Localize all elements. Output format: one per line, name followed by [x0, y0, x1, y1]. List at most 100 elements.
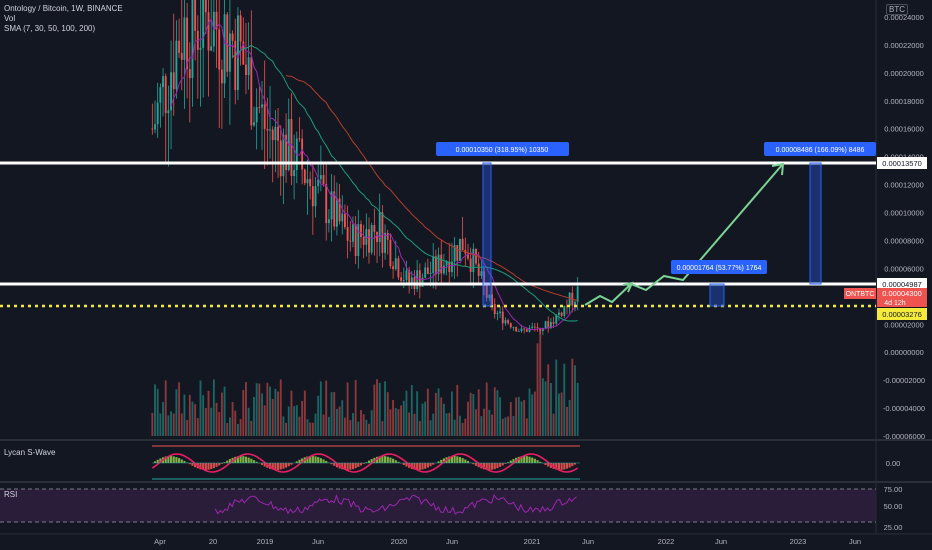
volume-bar: [277, 391, 279, 436]
volume-bar: [234, 410, 237, 436]
volume-bar: [413, 413, 416, 436]
volume-bar: [515, 397, 518, 436]
volume-bar: [381, 421, 384, 436]
candle-body: [349, 240, 352, 242]
volume-bar: [451, 391, 453, 436]
volume-bar: [263, 405, 266, 436]
candle-body: [239, 15, 242, 42]
annotation-label-2-bg[interactable]: [671, 260, 767, 274]
projection-path[interactable]: [584, 164, 783, 306]
annotation-label-1-bg[interactable]: [436, 142, 569, 156]
volume-bar: [370, 410, 373, 436]
wave-bar: [539, 461, 542, 463]
candle-body: [167, 110, 170, 114]
volume-bar: [226, 423, 229, 436]
time-axis[interactable]: Apr 20 2019 Jun 2020 Jun 2021 Jun 2022 Jun 2023 Jun: [154, 537, 861, 546]
candle-body: [389, 239, 392, 267]
candle-body: [539, 328, 542, 331]
price-tick-label: 0.00006000: [884, 264, 924, 273]
legend-symbol[interactable]: Ontology / Bitcoin, 1W, BINANCE: [4, 4, 123, 13]
volume-bar: [220, 392, 223, 436]
time-tick-label: 2019: [257, 537, 274, 546]
volume-bar: [293, 406, 296, 436]
price-axis[interactable]: 0.00024000 0.00022000 0.00020000 0.00018000…: [883, 13, 925, 441]
candle-body: [434, 256, 437, 275]
legend-sma[interactable]: SMA (7, 30, 50, 100, 200): [4, 24, 96, 33]
wave-bar: [202, 463, 205, 470]
rsi-pane-label[interactable]: RSI: [4, 490, 18, 499]
volume-bar: [204, 407, 207, 436]
currency-badge[interactable]: BTC: [886, 4, 908, 15]
candle-body: [271, 129, 274, 141]
wave-bar: [362, 463, 365, 464]
candle-body: [426, 267, 429, 274]
volume-bar: [314, 413, 317, 436]
time-tick-label: Apr: [154, 537, 166, 546]
measure-box-1[interactable]: [482, 162, 492, 307]
candle-body: [360, 224, 362, 237]
wave-bar: [525, 456, 528, 463]
volume-bar: [424, 401, 427, 436]
candle-body: [499, 311, 502, 314]
wave-bar: [418, 463, 421, 470]
tag-support[interactable]: [877, 308, 927, 320]
volume-bar: [566, 406, 568, 436]
wave-bar: [474, 463, 478, 466]
wave-bar: [504, 463, 507, 464]
volume-bar: [357, 421, 360, 436]
volume-bar: [389, 409, 392, 436]
annotation-label-3: 0.00008486 (166.09%) 8486: [776, 147, 865, 154]
tag-last-price[interactable]: [877, 288, 927, 307]
candle-body: [245, 64, 247, 76]
tag-resistance-high[interactable]: [877, 157, 927, 169]
candle-body: [346, 227, 349, 241]
wave-bar: [346, 463, 349, 470]
tag-resistance-high-text: 0.00013570: [882, 159, 922, 168]
tag-symbol[interactable]: [844, 288, 876, 299]
wave-bar: [370, 459, 373, 463]
volume-bar: [306, 419, 309, 436]
volume-bar: [448, 412, 451, 436]
volume-bar: [488, 409, 491, 436]
candle-body: [242, 41, 245, 65]
candle-body: [194, 0, 197, 31]
wave-bar: [255, 461, 258, 463]
wave-bar: [341, 463, 344, 470]
volume-bar: [338, 406, 341, 436]
candle-body: [228, 33, 231, 72]
wave-bar: [490, 463, 494, 470]
candle-body: [298, 138, 301, 140]
candle-body: [162, 76, 164, 88]
chart-legend[interactable]: Ontology / Bitcoin, 1W, BINANCE Vol SMA …: [4, 4, 123, 34]
candle-body: [186, 17, 189, 70]
candle-body: [376, 231, 378, 243]
volume-bar: [266, 382, 269, 436]
wave-bar: [523, 456, 526, 463]
wave-bar: [279, 463, 282, 470]
volume-bar: [517, 396, 520, 436]
candle-body: [368, 229, 370, 253]
legend-volume[interactable]: Vol: [4, 14, 16, 23]
wave-bar: [424, 463, 427, 469]
candle-body: [180, 52, 183, 60]
candle-body: [159, 87, 162, 103]
candle-body: [191, 0, 194, 79]
candle-body: [255, 107, 258, 123]
wave-pane-label[interactable]: Lycan S-Wave: [4, 448, 56, 457]
measure-box-2[interactable]: [709, 283, 725, 307]
wave-bar: [204, 463, 207, 470]
wave-bar: [432, 463, 435, 465]
candle-body: [234, 40, 237, 91]
volume-bar: [525, 418, 528, 436]
annotation-label-3-bg[interactable]: [764, 142, 876, 156]
volume-bar: [365, 419, 368, 436]
wave-bar: [389, 457, 392, 463]
wave-bar: [466, 460, 470, 463]
volume-bar: [536, 343, 539, 436]
measure-box-3[interactable]: [809, 162, 822, 285]
tag-resistance-low[interactable]: [877, 278, 927, 290]
wave-bar: [533, 458, 536, 463]
wave-bar: [242, 456, 245, 463]
wave-bar: [287, 463, 290, 467]
volume-bar: [162, 402, 164, 436]
